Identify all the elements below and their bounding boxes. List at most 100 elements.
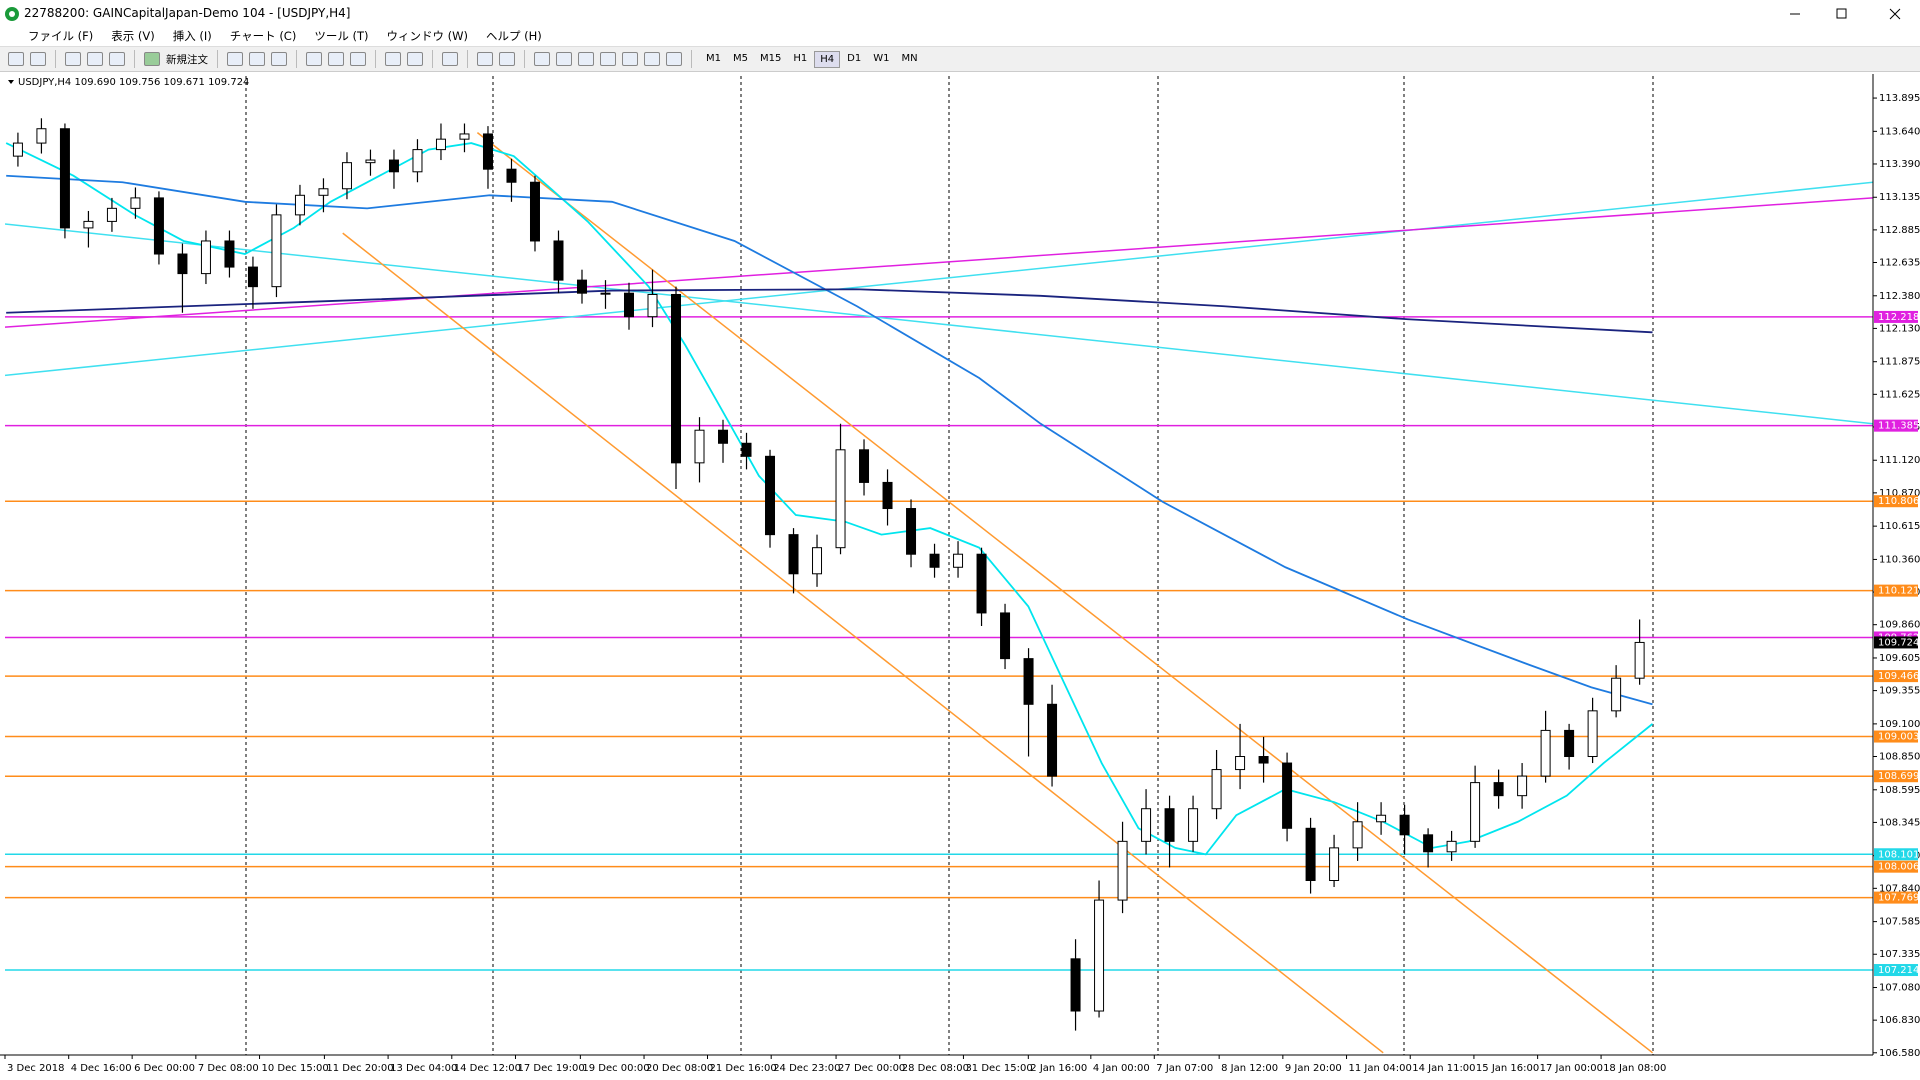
- symbol-marker: [8, 80, 14, 84]
- candle-body: [812, 547, 823, 575]
- moving-average: [6, 174, 1653, 706]
- tool-icon[interactable]: [442, 52, 458, 66]
- y-tick-label: 109.605: [1879, 653, 1920, 664]
- candle-body: [294, 194, 305, 216]
- tool-icon[interactable]: [249, 52, 265, 66]
- x-tick-label: 17 Jan 00:00: [1540, 1063, 1603, 1074]
- menu-item[interactable]: ファイル (F): [28, 29, 94, 43]
- timeframe-button[interactable]: M5: [733, 52, 748, 64]
- menu-item[interactable]: 表示 (V): [111, 29, 155, 43]
- y-tick-label: 107.585: [1879, 917, 1920, 928]
- candle-body: [906, 508, 917, 555]
- new-order-button[interactable]: 新規注文: [166, 53, 208, 66]
- tool-icon[interactable]: [477, 52, 493, 66]
- x-tick-label: 3 Dec 2018: [7, 1063, 65, 1074]
- candle-body: [1188, 808, 1199, 842]
- tool-icon[interactable]: [556, 52, 572, 66]
- candle-body: [553, 240, 564, 281]
- x-tick-label: 8 Jan 12:00: [1221, 1063, 1278, 1074]
- tool-icon[interactable]: [499, 52, 515, 66]
- timeframe-button[interactable]: MN: [901, 52, 918, 64]
- timeframe-button[interactable]: D1: [847, 52, 862, 64]
- candle-body: [1282, 762, 1293, 829]
- y-tick-label: 113.135: [1879, 192, 1920, 203]
- candle-body: [1611, 677, 1622, 712]
- title-bar: 22788200: GAINCapitalJapan-Demo 104 - [U…: [0, 0, 1920, 27]
- candle-body: [647, 293, 658, 318]
- x-tick-label: 27 Dec 00:00: [838, 1063, 905, 1074]
- tool-icon[interactable]: [622, 52, 638, 66]
- tool-icon[interactable]: [644, 52, 660, 66]
- y-tick-label: 112.635: [1879, 258, 1920, 269]
- timeframe-button[interactable]: M15: [760, 52, 782, 64]
- candle-body: [1493, 782, 1504, 797]
- y-tick-label: 113.895: [1879, 93, 1920, 104]
- price-chart: USDJPY,H4 109.690 109.756 109.671 109.72…: [0, 74, 1920, 1080]
- menu-item[interactable]: ツール (T): [314, 29, 369, 43]
- x-tick-label: 24 Dec 23:00: [773, 1063, 840, 1074]
- tool-icon[interactable]: [350, 52, 366, 66]
- price-level-label: 110.121: [1878, 586, 1919, 597]
- x-tick-label: 14 Jan 11:00: [1412, 1063, 1475, 1074]
- candle-body: [1094, 899, 1105, 1012]
- tool-icon[interactable]: [578, 52, 594, 66]
- tool-icon[interactable]: [30, 52, 46, 66]
- tool-icon[interactable]: [227, 52, 243, 66]
- candle-body: [1329, 847, 1340, 882]
- price-level-label: 108.699: [1878, 771, 1919, 782]
- window-controls[interactable]: [1770, 0, 1920, 27]
- candle-body: [1070, 958, 1081, 1012]
- price-level-tag: [1874, 860, 1918, 873]
- y-tick-label: 112.130: [1879, 323, 1920, 334]
- candle-body: [953, 553, 964, 568]
- tool-icon[interactable]: [534, 52, 550, 66]
- candle-body: [247, 266, 258, 288]
- candle-body: [929, 553, 940, 568]
- candle-body: [1376, 814, 1387, 823]
- tool-icon[interactable]: [666, 52, 682, 66]
- y-tick-label: 108.345: [1879, 817, 1920, 828]
- tool-icon[interactable]: [600, 52, 616, 66]
- tool-icon[interactable]: [271, 52, 287, 66]
- candle-body: [341, 162, 352, 190]
- timeframe-button[interactable]: H1: [793, 52, 808, 64]
- menu-item[interactable]: ヘルプ (H): [485, 29, 542, 43]
- tool-icon[interactable]: [328, 52, 344, 66]
- tool-icon[interactable]: [87, 52, 103, 66]
- menu-item[interactable]: 挿入 (I): [172, 29, 212, 43]
- candle-body: [1000, 612, 1011, 660]
- tool-icon[interactable]: [65, 52, 81, 66]
- candle-body: [835, 449, 846, 549]
- candle-body: [1117, 840, 1128, 901]
- tool-icon[interactable]: [144, 52, 160, 66]
- price-level-label: 110.806: [1878, 496, 1919, 507]
- menu-item[interactable]: ウィンドウ (W): [386, 29, 468, 43]
- price-level-tag: [1874, 770, 1918, 783]
- candle-body: [694, 429, 705, 464]
- candle-body: [976, 553, 987, 614]
- tool-icon[interactable]: [306, 52, 322, 66]
- timeframe-button[interactable]: W1: [873, 52, 890, 64]
- candle-body: [506, 168, 517, 183]
- y-tick-label: 108.850: [1879, 752, 1920, 763]
- timeframe-button[interactable]: H4: [814, 50, 841, 68]
- price-level-label: 108.101: [1878, 849, 1919, 860]
- chart-background: [0, 74, 1920, 1080]
- y-tick-label: 111.120: [1879, 455, 1920, 466]
- candle-body: [718, 429, 729, 444]
- x-tick-label: 11 Jan 04:00: [1349, 1063, 1412, 1074]
- candle-body: [12, 142, 23, 157]
- menu-item[interactable]: チャート (C): [229, 29, 297, 43]
- tool-icon[interactable]: [407, 52, 423, 66]
- x-tick-label: 4 Dec 16:00: [71, 1063, 132, 1074]
- tool-icon[interactable]: [385, 52, 401, 66]
- current-price-tag: [1874, 636, 1918, 649]
- timeframe-button[interactable]: M1: [706, 52, 721, 64]
- x-tick-label: 9 Jan 20:00: [1285, 1063, 1342, 1074]
- y-tick-label: 112.885: [1879, 225, 1920, 236]
- tool-icon[interactable]: [109, 52, 125, 66]
- x-tick-label: 6 Dec 00:00: [134, 1063, 195, 1074]
- app-icon: [5, 7, 19, 21]
- tool-icon[interactable]: [8, 52, 24, 66]
